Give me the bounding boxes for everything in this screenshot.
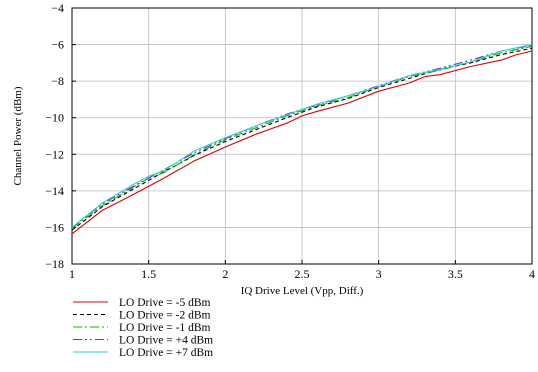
y-tick-label: −14 [45, 184, 64, 198]
x-tick-label: 3 [376, 267, 382, 281]
y-axis-label: Channel Power (dBm) [12, 86, 24, 185]
y-tick-label: −16 [45, 220, 64, 234]
grid [72, 8, 532, 264]
x-tick-label: 2 [222, 267, 228, 281]
legend-label: LO Drive = +7 dBm [119, 347, 213, 359]
tick-labels: 1 1.5 2 2.5 3 3.5 4 −18 −16 −14 −12 −10 −8 −6 −4 [45, 1, 535, 281]
legend-entry-5: LO Drive = +7 dBm [73, 347, 213, 359]
series-line-3 [71, 45, 533, 229]
series-line-1 [71, 50, 533, 235]
legend-label: LO Drive = -5 dBm [119, 297, 210, 309]
legend-label: LO Drive = +4 dBm [119, 335, 213, 347]
y-tick-label: −6 [51, 38, 64, 52]
x-tick-label: 1.5 [141, 267, 156, 281]
series-lines [71, 44, 533, 235]
y-tick-label: −12 [45, 147, 64, 161]
y-tick-label: −10 [45, 111, 64, 125]
y-tick-label: −8 [51, 74, 64, 88]
legend-label: LO Drive = -1 dBm [119, 322, 210, 334]
legend-entry-2: LO Drive = -2 dBm [73, 310, 210, 322]
legend-entry-1: LO Drive = -5 dBm [73, 297, 210, 309]
y-tick-label: −4 [51, 1, 64, 15]
x-tick-label: 4 [529, 267, 535, 281]
x-axis-label: IQ Drive Level (Vpp, Diff.) [241, 285, 364, 297]
axes [71, 7, 533, 265]
y-tick-label: −18 [45, 257, 64, 271]
legend-entry-4: LO Drive = +4 dBm [73, 335, 213, 347]
legend-entry-3: LO Drive = -1 dBm [73, 322, 210, 334]
x-tick-label: 2.5 [295, 267, 310, 281]
x-tick-label: 1 [69, 267, 75, 281]
legend-label: LO Drive = -2 dBm [119, 310, 210, 322]
series-line-5 [71, 44, 533, 228]
x-tick-label: 3.5 [448, 267, 463, 281]
